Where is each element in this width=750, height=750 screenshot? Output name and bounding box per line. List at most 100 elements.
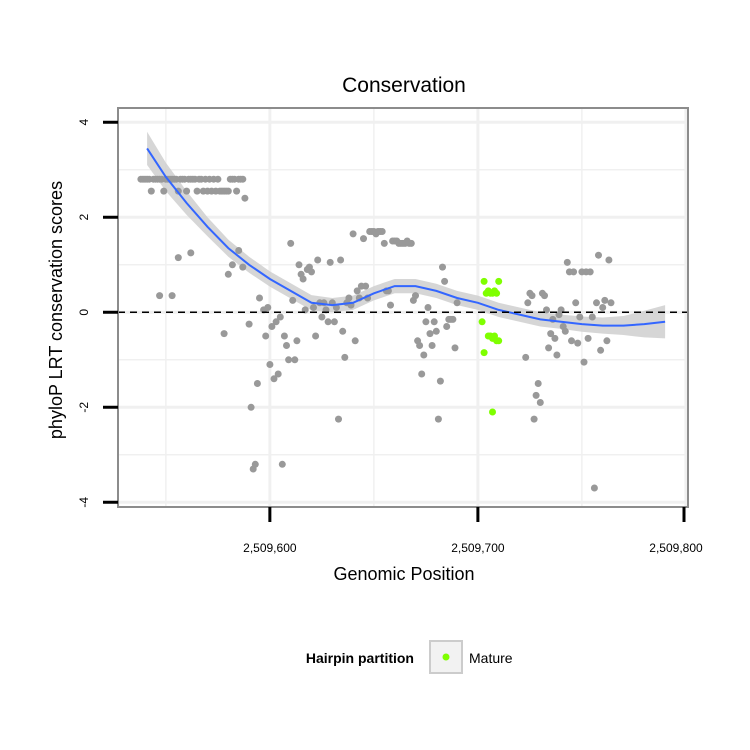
background-point bbox=[174, 254, 182, 262]
background-point bbox=[570, 268, 578, 276]
y-tick-label: 0 bbox=[77, 309, 91, 316]
background-point bbox=[441, 277, 449, 285]
background-point bbox=[233, 187, 241, 195]
mature-point bbox=[480, 349, 488, 357]
background-point bbox=[387, 301, 394, 309]
background-point bbox=[601, 296, 609, 304]
x-tick-label: 2,509,600 bbox=[243, 541, 297, 555]
background-point bbox=[580, 358, 588, 366]
y-tick-label: -2 bbox=[77, 402, 91, 413]
background-point bbox=[524, 299, 532, 307]
background-point bbox=[262, 332, 270, 340]
x-axis-title: Genomic Position bbox=[333, 564, 474, 584]
background-point bbox=[326, 258, 334, 266]
mature-point bbox=[480, 277, 488, 285]
background-point bbox=[436, 377, 444, 385]
panel-border bbox=[117, 107, 689, 508]
background-point bbox=[193, 187, 201, 195]
background-point bbox=[439, 263, 446, 271]
background-point bbox=[272, 318, 280, 326]
background-point bbox=[576, 313, 584, 321]
background-point bbox=[541, 292, 548, 300]
background-point bbox=[289, 296, 297, 304]
background-point bbox=[241, 194, 249, 202]
background-point bbox=[280, 332, 288, 340]
background-point bbox=[224, 187, 232, 195]
background-point bbox=[451, 344, 459, 352]
background-point bbox=[270, 375, 278, 383]
background-point bbox=[568, 337, 575, 345]
mature-point bbox=[495, 337, 503, 345]
background-point bbox=[430, 318, 438, 326]
background-point bbox=[551, 334, 559, 342]
background-point bbox=[597, 346, 605, 354]
background-point bbox=[605, 256, 613, 264]
background-point bbox=[187, 249, 195, 257]
background-point bbox=[278, 460, 286, 468]
legend-key-mature-point bbox=[442, 653, 450, 661]
background-point bbox=[308, 268, 315, 276]
confidence-ribbon bbox=[147, 131, 666, 339]
chart-title: Conservation bbox=[342, 74, 466, 97]
background-point bbox=[378, 228, 386, 235]
background-point bbox=[420, 351, 428, 359]
y-tick-label: 4 bbox=[77, 119, 91, 126]
background-point bbox=[247, 403, 255, 411]
background-point bbox=[586, 268, 594, 276]
background-point bbox=[607, 299, 615, 307]
background-point bbox=[345, 294, 353, 302]
mature-point bbox=[478, 318, 486, 326]
background-point bbox=[434, 415, 442, 423]
background-point bbox=[183, 187, 191, 195]
background-point bbox=[295, 261, 303, 269]
background-point bbox=[412, 292, 419, 300]
background-point bbox=[530, 415, 538, 423]
background-point bbox=[422, 318, 430, 326]
background-point bbox=[341, 353, 349, 361]
background-point bbox=[428, 342, 436, 349]
background-point bbox=[268, 323, 276, 330]
background-point bbox=[443, 323, 451, 330]
background-point bbox=[239, 175, 247, 183]
background-point bbox=[291, 356, 299, 364]
background-point bbox=[330, 318, 338, 326]
panel-background bbox=[118, 108, 688, 507]
background-point bbox=[349, 230, 357, 238]
x-tick-label: 2,509,800 bbox=[649, 541, 703, 555]
series-mature bbox=[478, 277, 503, 416]
background-point bbox=[224, 270, 232, 278]
background-point bbox=[285, 356, 293, 364]
background-point bbox=[561, 327, 569, 335]
background-point bbox=[312, 332, 320, 340]
background-point bbox=[156, 292, 164, 300]
background-point bbox=[266, 361, 274, 368]
background-point bbox=[214, 175, 222, 183]
background-point bbox=[590, 484, 598, 492]
background-point bbox=[595, 251, 602, 259]
legend-key-box bbox=[429, 640, 463, 674]
background-point bbox=[426, 330, 434, 338]
background-point bbox=[274, 370, 282, 378]
background-point bbox=[324, 318, 332, 326]
smooth-fit-line bbox=[146, 147, 666, 327]
background-point bbox=[418, 370, 426, 378]
background-point bbox=[147, 187, 155, 195]
background-point bbox=[293, 337, 301, 345]
background-point bbox=[528, 292, 536, 300]
background-point bbox=[287, 239, 295, 247]
background-point bbox=[432, 327, 440, 335]
background-point bbox=[599, 304, 607, 311]
mature-point bbox=[493, 289, 501, 297]
background-point bbox=[522, 353, 530, 361]
background-point bbox=[424, 304, 432, 311]
background-point bbox=[536, 399, 544, 406]
background-point bbox=[534, 380, 542, 387]
background-point bbox=[353, 287, 361, 295]
background-point bbox=[563, 258, 571, 266]
y-tick-label: -4 bbox=[77, 497, 91, 508]
background-point bbox=[553, 351, 561, 359]
y-tick-label: 2 bbox=[77, 214, 91, 221]
plot-area: 2,509,600 2,509,700 2,509,800 -4 -2 0 2 4 bbox=[77, 107, 703, 555]
